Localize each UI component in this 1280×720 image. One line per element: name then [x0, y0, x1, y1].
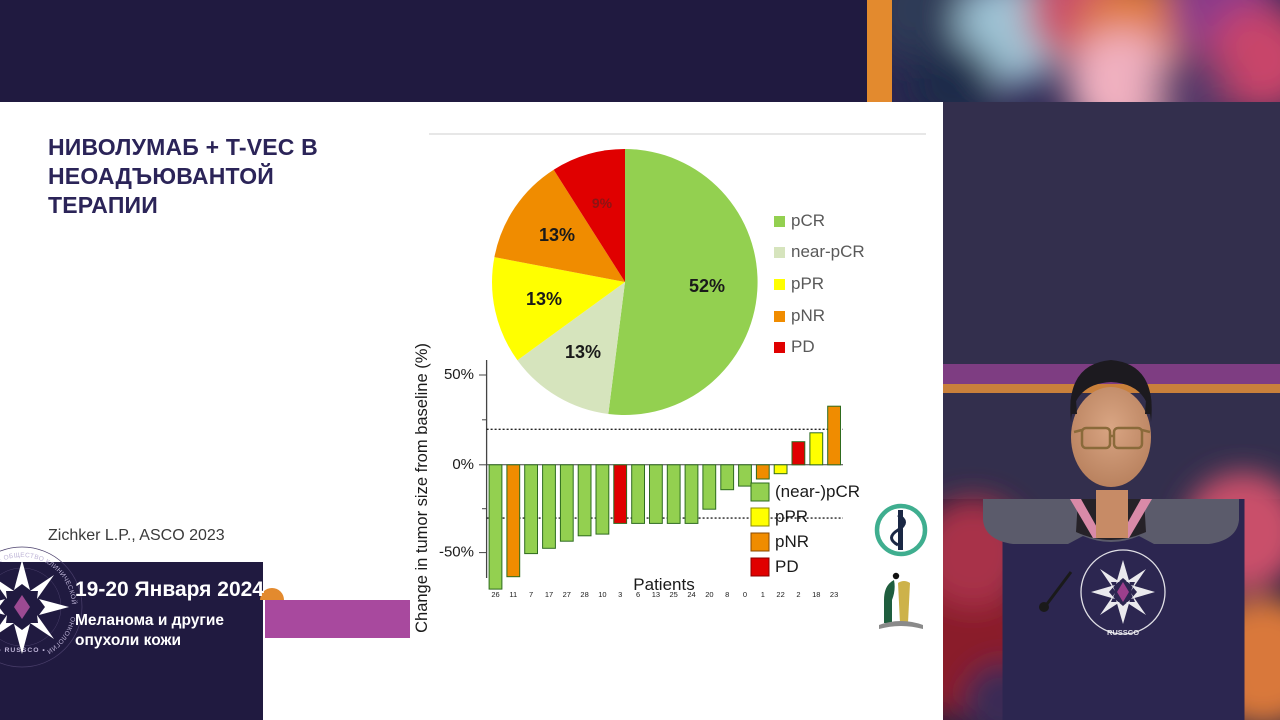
svg-text:7: 7 [529, 590, 533, 599]
svg-text:28: 28 [580, 590, 588, 599]
svg-text:9%: 9% [592, 195, 613, 211]
svg-text:13%: 13% [539, 225, 575, 245]
svg-text:11: 11 [509, 590, 517, 599]
svg-text:26: 26 [491, 590, 499, 599]
svg-text:20: 20 [705, 590, 713, 599]
svg-text:pNR: pNR [791, 306, 825, 325]
svg-text:0: 0 [743, 590, 747, 599]
svg-text:18: 18 [812, 590, 820, 599]
svg-text:8: 8 [725, 590, 729, 599]
svg-text:23: 23 [830, 590, 838, 599]
svg-text:0%: 0% [452, 456, 474, 473]
svg-text:near-pCR: near-pCR [791, 242, 865, 261]
svg-text:Patients: Patients [633, 575, 694, 594]
svg-text:-50%: -50% [439, 544, 474, 561]
svg-text:RUSSCO: RUSSCO [1107, 628, 1139, 637]
svg-text:PD: PD [791, 337, 815, 356]
svg-text:10: 10 [598, 590, 606, 599]
svg-text:17: 17 [545, 590, 553, 599]
svg-text:(near-)pCR: (near-)pCR [775, 482, 860, 501]
svg-text:pPR: pPR [791, 274, 824, 293]
svg-text:pPR: pPR [775, 507, 808, 526]
svg-text:Change in tumor size from base: Change in tumor size from baseline (%) [413, 343, 431, 633]
svg-text:13%: 13% [565, 342, 601, 362]
svg-text:13%: 13% [526, 289, 562, 309]
svg-text:3: 3 [618, 590, 622, 599]
svg-text:1: 1 [761, 590, 765, 599]
svg-text:2: 2 [796, 590, 800, 599]
svg-text:22: 22 [776, 590, 784, 599]
svg-text:pCR: pCR [791, 211, 825, 230]
svg-text:pNR: pNR [775, 532, 809, 551]
svg-text:РОССИЙСКОЕ ОБЩЕСТВО КЛИНИЧЕСКО: РОССИЙСКОЕ ОБЩЕСТВО КЛИНИЧЕСКОЙ [0, 552, 79, 605]
svg-text:50%: 50% [444, 366, 474, 383]
svg-text:PD: PD [775, 557, 799, 576]
svg-text:27: 27 [563, 590, 571, 599]
svg-text:52%: 52% [689, 276, 725, 296]
